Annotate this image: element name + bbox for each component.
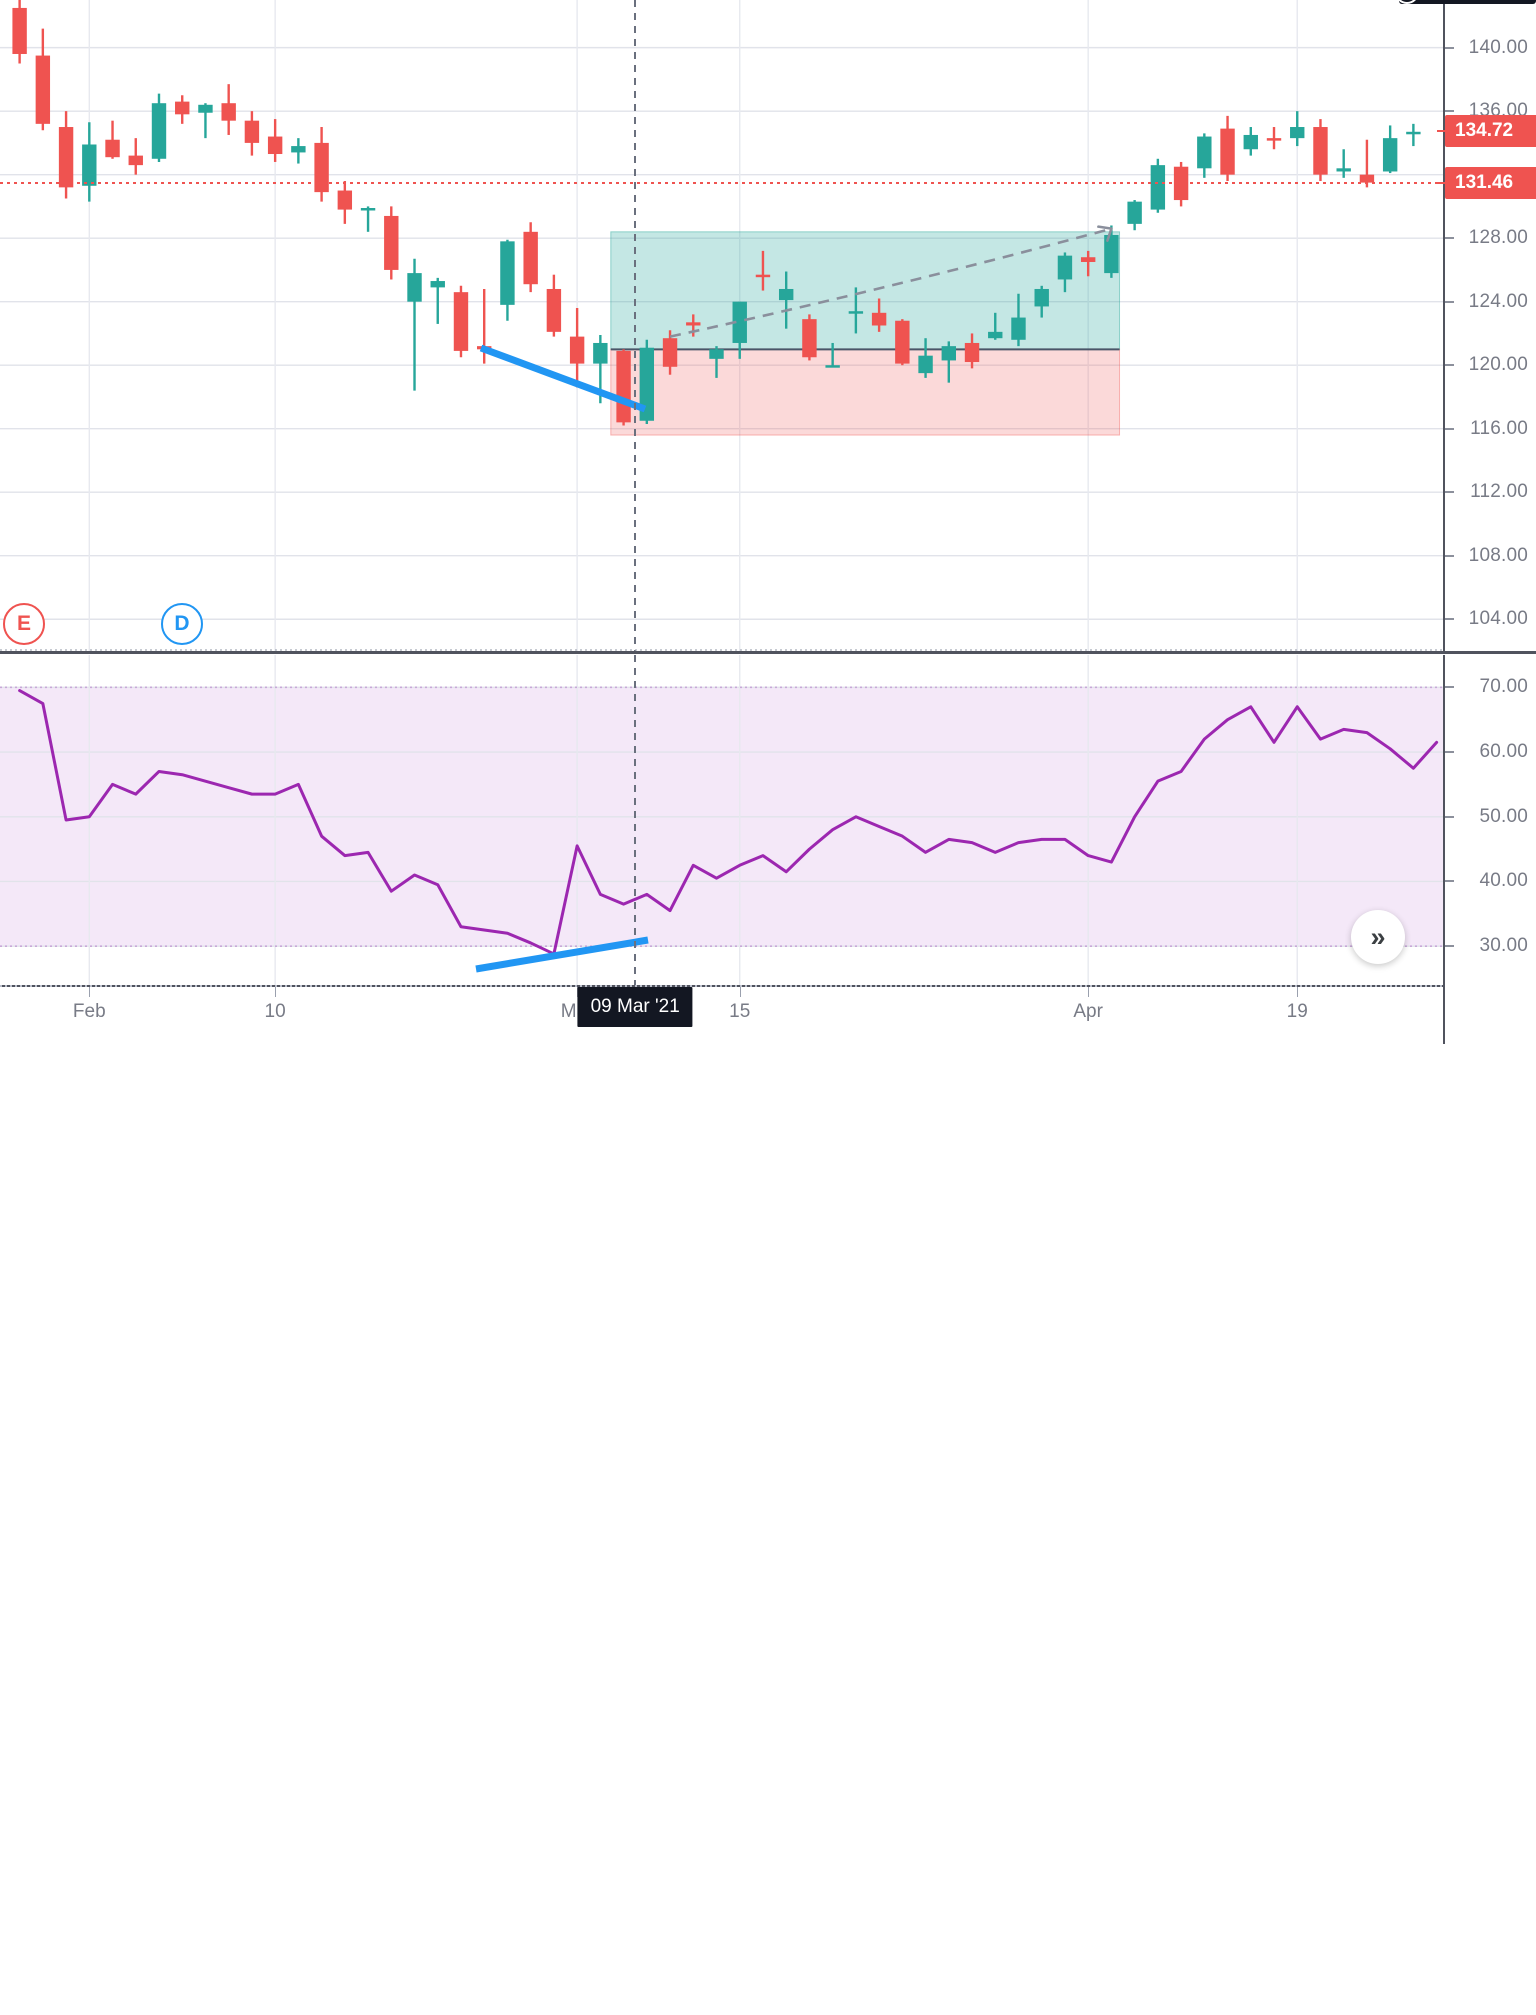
rsi-axis-rule bbox=[1443, 655, 1445, 985]
chart-settings-corner[interactable] bbox=[1443, 985, 1536, 1044]
price-tick-mark bbox=[1445, 46, 1454, 49]
price-tick-mark bbox=[1445, 110, 1454, 113]
price-series-canvas bbox=[0, 0, 1443, 651]
rsi-axis-label: 60.00 bbox=[1479, 741, 1528, 763]
price-tick-mark bbox=[1445, 491, 1454, 494]
price-tick-mark bbox=[1445, 618, 1454, 621]
price-tick-mark bbox=[1445, 427, 1454, 430]
price-tick-mark bbox=[1445, 300, 1454, 303]
chart-app: 104.00 108.00 112.00 116.00 120.00 124.00 128.… bbox=[0, 0, 1536, 1046]
price-axis-rule bbox=[1443, 0, 1445, 651]
rsi-axis-label: 40.00 bbox=[1479, 870, 1528, 892]
price-axis[interactable]: 104.00 108.00 112.00 116.00 120.00 124.00 128.… bbox=[1437, 0, 1536, 651]
time-tick-mark bbox=[275, 987, 277, 997]
price-axis-label: 120.00 bbox=[1468, 354, 1528, 376]
price-axis-label: 104.00 bbox=[1468, 608, 1528, 630]
rsi-axis-label: 50.00 bbox=[1479, 805, 1528, 827]
price-pane[interactable] bbox=[0, 0, 1443, 651]
time-axis-dots bbox=[0, 985, 1443, 987]
price-axis-label: 124.00 bbox=[1468, 290, 1528, 312]
price-tick-mark bbox=[1445, 364, 1454, 367]
badge-tick bbox=[1437, 182, 1445, 185]
time-axis-label: 10 bbox=[264, 1001, 286, 1022]
last-price-badge[interactable]: 134.72 bbox=[1437, 115, 1536, 148]
close-price-badge[interactable]: 131.46 bbox=[1437, 167, 1536, 200]
time-axis[interactable]: Feb10Mar15Apr1909 Mar '21 bbox=[0, 985, 1536, 1046]
rsi-tick-mark bbox=[1445, 815, 1454, 818]
rsi-tick-mark bbox=[1445, 880, 1454, 883]
rsi-tick-mark bbox=[1445, 686, 1454, 689]
time-tick-mark bbox=[1297, 987, 1299, 997]
rsi-axis[interactable]: 30.00 40.00 50.00 60.00 70.00 bbox=[1443, 655, 1536, 985]
price-tick-mark bbox=[1445, 554, 1454, 557]
price-axis-label: 128.00 bbox=[1468, 227, 1528, 249]
price-axis-label: 112.00 bbox=[1470, 481, 1528, 503]
rsi-tick-mark bbox=[1445, 751, 1454, 754]
badge-tick bbox=[1437, 130, 1445, 133]
time-tick-mark bbox=[739, 987, 741, 997]
rsi-series-canvas bbox=[0, 655, 1443, 985]
rsi-axis-label: 30.00 bbox=[1479, 935, 1528, 957]
time-axis-label: 15 bbox=[729, 1001, 751, 1022]
price-axis-label: 140.00 bbox=[1468, 36, 1528, 58]
symbol-info-badge[interactable] bbox=[1399, 0, 1536, 4]
time-tick-mark bbox=[1088, 987, 1090, 997]
time-axis-label: Apr bbox=[1073, 1001, 1103, 1022]
time-axis-label: Feb bbox=[72, 1001, 106, 1022]
pane-separator[interactable] bbox=[0, 651, 1536, 654]
price-axis-label: 116.00 bbox=[1470, 417, 1528, 439]
rsi-tick-mark bbox=[1445, 945, 1454, 948]
dividend-marker[interactable]: D bbox=[161, 603, 203, 645]
price-tick-mark bbox=[1445, 237, 1454, 240]
rsi-pane[interactable] bbox=[0, 655, 1443, 985]
scroll-to-realtime-button[interactable]: » bbox=[1351, 910, 1405, 964]
time-tick-mark bbox=[89, 987, 91, 997]
crosshair-date-badge[interactable]: 09 Mar '21 bbox=[577, 987, 693, 1027]
rsi-axis-label: 70.00 bbox=[1479, 676, 1528, 698]
price-axis-label: 108.00 bbox=[1468, 544, 1528, 566]
earnings-marker-label: E bbox=[16, 612, 31, 635]
dividend-marker-label: D bbox=[174, 612, 190, 635]
earnings-marker[interactable]: E bbox=[3, 603, 45, 645]
pane-separator-dots bbox=[0, 649, 1443, 651]
double-chevron-right-icon: » bbox=[1370, 921, 1386, 952]
time-axis-label: 19 bbox=[1286, 1001, 1308, 1022]
